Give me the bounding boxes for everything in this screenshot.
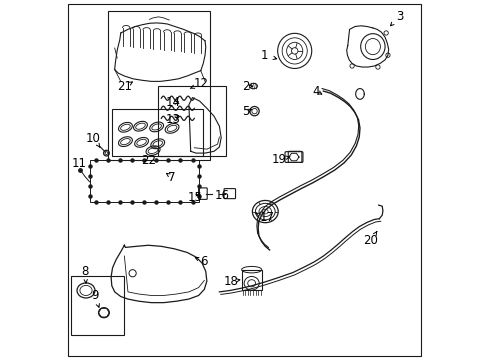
Bar	[241, 270, 261, 291]
Bar	[107, 12, 209, 160]
Text: 10: 10	[85, 131, 101, 145]
Text: 16: 16	[214, 189, 229, 202]
Text: 18: 18	[223, 275, 238, 288]
Text: 17: 17	[259, 211, 274, 224]
Text: 14: 14	[165, 96, 180, 109]
Bar	[158, 86, 225, 156]
Text: 21: 21	[117, 80, 132, 93]
Text: 8: 8	[81, 265, 89, 278]
Bar	[70, 276, 123, 335]
Bar	[89, 160, 199, 202]
Text: 11: 11	[71, 157, 86, 170]
Bar	[112, 109, 203, 156]
Text: 20: 20	[363, 234, 377, 247]
Text: 2: 2	[242, 80, 249, 93]
Text: 15: 15	[187, 191, 202, 204]
Text: 7: 7	[168, 171, 176, 184]
Text: 1: 1	[260, 49, 267, 62]
Text: 9: 9	[91, 289, 98, 302]
Text: 12: 12	[193, 77, 208, 90]
Text: 3: 3	[395, 10, 402, 23]
Text: 22: 22	[141, 154, 156, 167]
Text: 6: 6	[200, 255, 208, 268]
Text: 13: 13	[165, 113, 180, 126]
Text: 4: 4	[312, 85, 319, 98]
Text: 19: 19	[271, 153, 286, 166]
Text: 5: 5	[242, 105, 249, 118]
